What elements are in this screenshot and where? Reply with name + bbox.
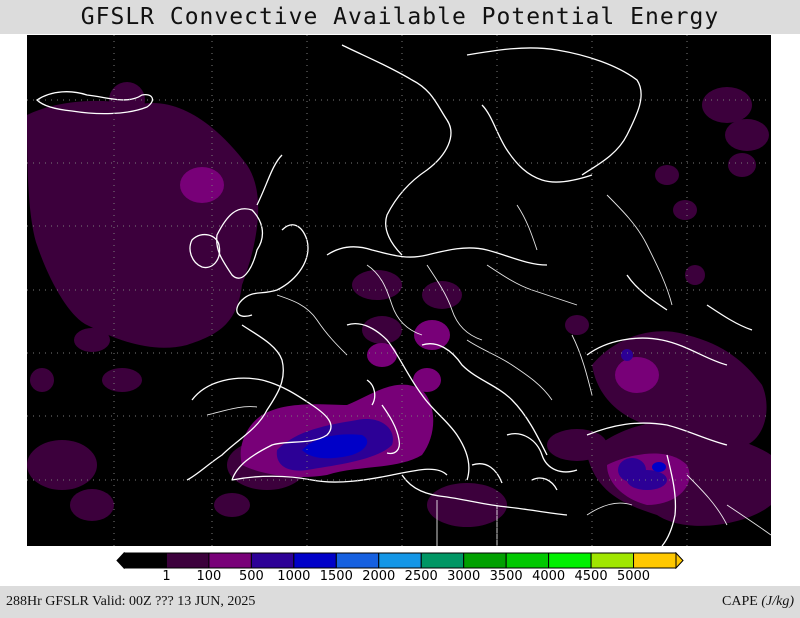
colorbar-tick-label: 100 [196, 569, 222, 584]
colorbar-segment [420, 552, 465, 569]
colorbar-tick-label: 1 [162, 569, 171, 584]
field-label: CAPE [722, 594, 758, 609]
colorbar-tick-label: 2500 [404, 569, 438, 584]
coastlines [35, 44, 753, 546]
colorbar-segment [335, 552, 380, 569]
colorbar-tick-label: 1000 [277, 569, 311, 584]
cape-map [27, 35, 771, 546]
colorbar-segment [293, 552, 337, 569]
colorbar-tick-label: 1500 [319, 569, 353, 584]
map-title: GFSLR Convective Available Potential Ene… [80, 4, 720, 30]
colorbar-tick-label: 5000 [616, 569, 651, 584]
colorbar-segment [633, 552, 677, 569]
colorbar-tick-label: 4000 [532, 569, 566, 584]
colorbar-segment [250, 552, 295, 569]
title-bar: GFSLR Convective Available Potential Ene… [0, 0, 800, 34]
colorbar-segment [505, 552, 550, 569]
colorbar-tick-label: 500 [238, 569, 264, 584]
colorbar-tick-label: 3500 [489, 569, 523, 584]
colorbar-tick-label: 3000 [447, 569, 481, 584]
colorbar-segment [208, 552, 252, 569]
colorbar-segment [165, 552, 210, 569]
colorbar-tick-label: 4500 [574, 569, 608, 584]
footer-bar: 288Hr GFSLR Valid: 00Z ??? 13 JUN, 2025 … [0, 586, 800, 618]
colorbar-right-arrow [675, 552, 684, 569]
colorbar-segment [548, 552, 592, 569]
colorbar-segment [590, 552, 635, 569]
graticule [27, 35, 771, 546]
colorbar-segment [123, 552, 167, 569]
cape-peak-region [302, 434, 666, 472]
unit-label: (J/kg) [761, 594, 794, 609]
valid-time-text: 288Hr GFSLR Valid: 00Z ??? 13 JUN, 2025 [6, 594, 256, 609]
colorbar-tick-label: 2000 [362, 569, 396, 584]
colorbar [116, 552, 684, 569]
colorbar-segment [378, 552, 422, 569]
units-label: CAPE (J/kg) [722, 594, 794, 610]
map-panel [27, 35, 771, 546]
colorbar-left-arrow [116, 552, 125, 569]
colorbar-segment [463, 552, 507, 569]
